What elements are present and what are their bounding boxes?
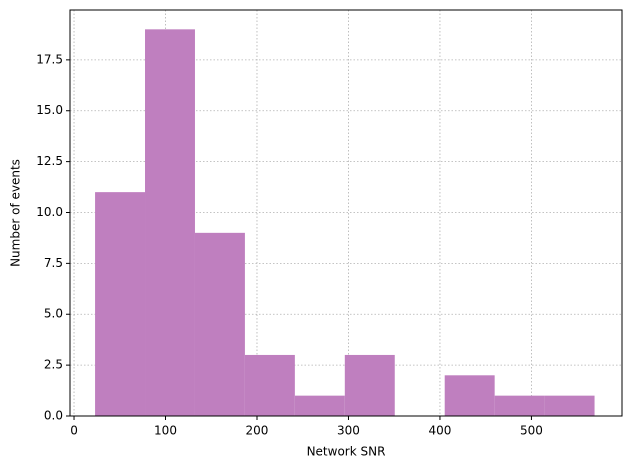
histogram-bar xyxy=(194,232,245,416)
x-axis-label: Network SNR xyxy=(307,445,386,459)
plot-frame xyxy=(69,9,623,417)
y-tick-label: 10.0 xyxy=(36,205,63,219)
y-tick-label: 12.5 xyxy=(36,154,63,168)
histogram-bar xyxy=(494,395,545,416)
y-tick-label: 0.0 xyxy=(44,409,63,423)
y-tick-label: 7.5 xyxy=(44,256,63,270)
histogram-bar xyxy=(444,375,495,416)
histogram-bar xyxy=(544,395,595,416)
x-tick-label: 300 xyxy=(337,424,360,438)
histogram-bar xyxy=(344,354,395,416)
histogram-bar xyxy=(145,29,195,416)
y-tick-label: 5.0 xyxy=(44,307,63,321)
y-tick-label: 15.0 xyxy=(36,103,63,117)
x-tick-label: 0 xyxy=(70,424,78,438)
histogram-bar xyxy=(95,192,146,416)
x-tick-label: 400 xyxy=(428,424,451,438)
x-tick-label: 100 xyxy=(154,424,177,438)
histogram-bar xyxy=(244,354,295,416)
y-tick-label: 2.5 xyxy=(44,358,63,372)
x-tick-label: 500 xyxy=(520,424,543,438)
y-tick-label: 17.5 xyxy=(36,52,63,66)
histogram-bar xyxy=(294,395,345,416)
x-tick-label: 200 xyxy=(246,424,269,438)
y-axis-label: Number of events xyxy=(9,159,23,267)
